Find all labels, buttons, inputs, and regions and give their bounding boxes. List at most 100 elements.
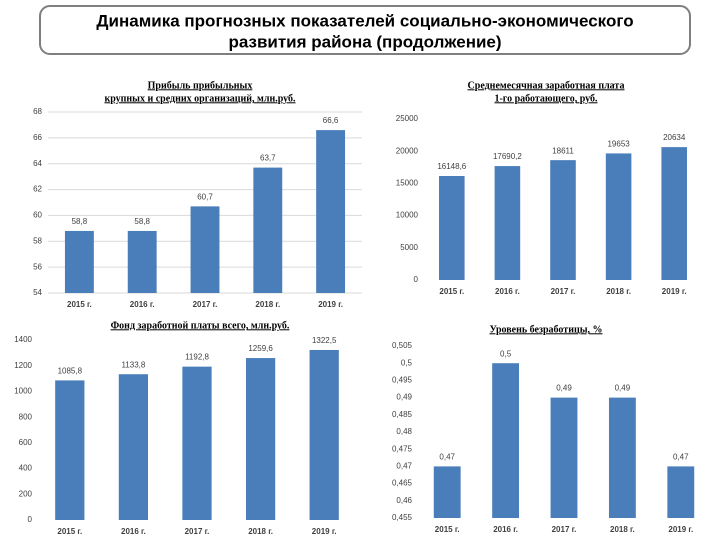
value-label: 66,6 — [323, 116, 339, 125]
bar — [439, 176, 465, 280]
bar — [608, 397, 636, 518]
x-tick-label: 2019 г. — [668, 525, 693, 534]
value-label: 1133,8 — [121, 360, 145, 369]
y-tick-label: 60 — [33, 211, 42, 220]
value-label: 0,5 — [500, 349, 512, 358]
x-tick-label: 2019 г. — [312, 527, 337, 536]
bar — [127, 230, 157, 293]
x-tick-label: 2016 г. — [130, 300, 155, 309]
bar — [118, 374, 149, 520]
y-tick-label: 25000 — [396, 114, 419, 123]
y-tick-label: 800 — [19, 412, 33, 421]
x-tick-label: 2018 г. — [610, 525, 635, 534]
value-label: 0,47 — [439, 453, 455, 462]
value-label: 0,49 — [556, 384, 572, 393]
x-tick-label: 2015 г. — [57, 527, 82, 536]
x-tick-label: 2016 г. — [495, 287, 520, 296]
bar — [55, 380, 85, 520]
bar — [253, 167, 283, 293]
x-tick-label: 2019 г. — [318, 300, 343, 309]
y-tick-label: 15000 — [396, 179, 419, 188]
value-label: 0,47 — [673, 453, 689, 462]
x-tick-label: 2018 г. — [255, 300, 280, 309]
value-label: 63,7 — [260, 154, 276, 163]
y-tick-label: 0,455 — [392, 513, 413, 522]
chart-title: Фонд заработной платы всего, млн.руб. — [111, 320, 290, 331]
chart-title: Уровень безработицы, % — [489, 324, 602, 335]
bar — [494, 166, 521, 280]
y-tick-label: 0 — [414, 275, 419, 284]
bar — [316, 130, 346, 293]
value-label: 1192,8 — [185, 353, 209, 362]
chart-title: Прибыль прибыльных — [148, 80, 253, 91]
bar — [182, 366, 212, 520]
y-tick-label: 400 — [19, 464, 33, 473]
header-box — [39, 5, 691, 55]
bar — [64, 230, 94, 293]
bar — [661, 147, 687, 280]
x-tick-label: 2017 г. — [551, 287, 576, 296]
x-tick-label: 2018 г. — [606, 287, 631, 296]
y-tick-label: 1200 — [14, 361, 32, 370]
y-tick-label: 5000 — [400, 243, 418, 252]
value-label: 58,8 — [134, 217, 150, 226]
y-tick-label: 20000 — [396, 146, 419, 155]
bar — [550, 397, 578, 518]
y-tick-label: 0,46 — [396, 496, 412, 505]
x-tick-label: 2018 г. — [248, 527, 273, 536]
bar — [605, 153, 632, 280]
y-tick-label: 0,47 — [396, 462, 412, 471]
value-label: 18611 — [552, 146, 574, 155]
y-tick-label: 0,48 — [396, 427, 412, 436]
value-label: 1322,5 — [312, 336, 337, 345]
y-tick-label: 600 — [19, 438, 33, 447]
value-label: 16148,6 — [437, 162, 466, 171]
value-label: 58,8 — [72, 217, 88, 226]
y-tick-label: 0,505 — [392, 341, 413, 350]
bar — [245, 358, 276, 520]
y-tick-label: 0,5 — [401, 358, 413, 367]
x-tick-label: 2017 г. — [185, 527, 210, 536]
x-tick-label: 2017 г. — [552, 525, 577, 534]
y-tick-label: 200 — [19, 489, 33, 498]
bar — [190, 206, 220, 293]
y-tick-label: 1000 — [14, 387, 32, 396]
x-tick-label: 2015 г. — [439, 287, 464, 296]
y-tick-label: 10000 — [396, 211, 419, 220]
header-title: Динамика прогнозных показателей социальн… — [96, 11, 633, 30]
y-tick-label: 1400 — [14, 335, 32, 344]
y-tick-label: 64 — [33, 159, 42, 168]
bar — [433, 466, 461, 518]
x-tick-label: 2015 г. — [435, 525, 460, 534]
x-tick-label: 2019 г. — [662, 287, 687, 296]
value-label: 17690,2 — [493, 152, 522, 161]
bar — [492, 363, 520, 518]
y-tick-label: 68 — [33, 107, 42, 116]
y-tick-label: 58 — [33, 236, 42, 245]
y-tick-label: 66 — [33, 133, 42, 142]
x-tick-label: 2017 г. — [193, 300, 218, 309]
chart-title: Среднемесячная заработная плата — [468, 80, 625, 91]
value-label: 20634 — [663, 133, 686, 142]
x-tick-label: 2015 г. — [67, 300, 92, 309]
bar — [667, 466, 695, 518]
value-label: 0,49 — [615, 384, 631, 393]
chart-title: крупных и средних организаций, млн.руб. — [104, 93, 296, 104]
y-tick-label: 56 — [33, 262, 42, 271]
bar — [550, 160, 576, 280]
y-tick-label: 54 — [33, 288, 42, 297]
chart-title: 1-го работающего, руб. — [494, 93, 598, 104]
x-tick-label: 2016 г. — [121, 527, 146, 536]
y-tick-label: 62 — [33, 185, 42, 194]
x-tick-label: 2016 г. — [493, 525, 518, 534]
y-tick-label: 0,485 — [392, 410, 413, 419]
y-tick-label: 0 — [28, 515, 33, 524]
header-title: развития района (продолжение) — [228, 32, 501, 51]
value-label: 1085,8 — [58, 367, 83, 376]
value-label: 60,7 — [197, 192, 213, 201]
value-label: 1259,6 — [248, 344, 273, 353]
y-tick-label: 0,465 — [392, 479, 413, 488]
y-tick-label: 0,49 — [396, 393, 412, 402]
y-tick-label: 0,475 — [392, 444, 413, 453]
